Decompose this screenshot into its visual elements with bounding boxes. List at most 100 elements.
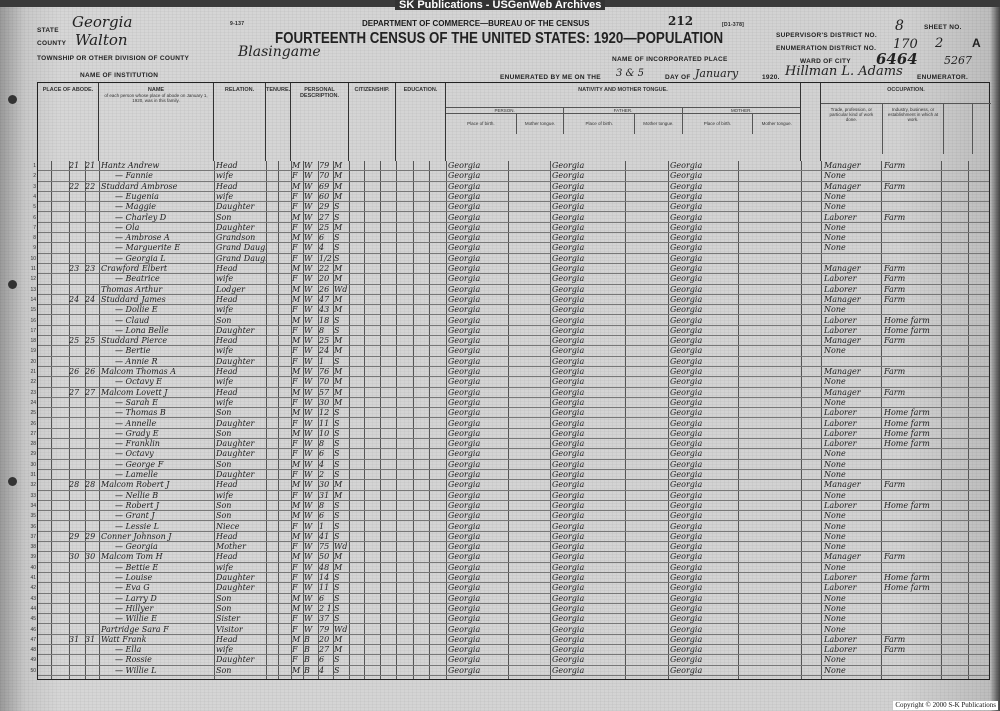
person-name: — Annelle xyxy=(115,418,157,428)
line-number: 19 xyxy=(30,348,36,355)
age: 57 xyxy=(319,387,330,397)
col-person-tongue: Mother tongue. xyxy=(517,114,565,134)
mother-birthplace: Georgia xyxy=(670,603,703,613)
race: W xyxy=(304,336,313,346)
line-number: 22 xyxy=(30,379,36,386)
mother-birthplace: Georgia xyxy=(670,171,703,181)
sheet-label: SHEET NO. xyxy=(924,24,962,31)
age: 8 xyxy=(319,325,325,335)
person-name: — Ola xyxy=(115,222,140,232)
mother-birthplace: Georgia xyxy=(670,573,703,582)
sex: F xyxy=(292,470,298,479)
table-row: 29 — Octavy Daughter F W 6 S Georgia Georgia Geor… xyxy=(30,449,989,460)
mother-birthplace: Georgia xyxy=(670,593,703,603)
father-birthplace: Georgia xyxy=(552,377,585,387)
relation: Daughter xyxy=(216,449,255,459)
occupation: None xyxy=(824,222,846,232)
table-row: 15 — Dollie E wife F W 43 M Georgia Georgia Georg… xyxy=(30,305,989,316)
table-row: 12 — Beatrice wife F W 20 M Georgia Georgia Georg… xyxy=(30,274,989,285)
age: 11 xyxy=(319,418,330,428)
occupation: None xyxy=(824,531,846,541)
birthplace: Georgia xyxy=(448,212,481,222)
relation: Daughter xyxy=(216,583,255,593)
person-name: Hantz Andrew xyxy=(101,161,160,170)
col-education: EDUCATION. xyxy=(396,83,446,161)
person-name: — Sarah E xyxy=(115,397,158,407)
industry: Home farm xyxy=(884,428,930,438)
father-birthplace: Georgia xyxy=(552,284,585,294)
race: W xyxy=(304,161,313,170)
marital-status: M xyxy=(334,264,343,273)
sex: M xyxy=(292,212,301,222)
col-industry: Industry, business, or establishment in … xyxy=(883,104,945,154)
enumerated-days: 3 & 5 xyxy=(616,68,644,79)
incorporated-label: NAME OF INCORPORATED PLACE xyxy=(612,56,728,63)
birthplace: Georgia xyxy=(448,305,481,315)
line-number: 46 xyxy=(30,626,36,633)
person-name: — Nellie B xyxy=(115,490,159,500)
occupation: Laborer xyxy=(824,583,857,593)
birthplace: Georgia xyxy=(448,367,481,376)
father-birthplace: Georgia xyxy=(552,583,585,593)
table-row: 6 — Charley D Son M W 27 S Georgia Georgia Georgi… xyxy=(33,212,989,223)
race: W xyxy=(304,542,313,552)
race: W xyxy=(304,480,313,490)
enumeration-label: ENUMERATION DISTRICT NO. xyxy=(776,45,877,52)
col-english xyxy=(801,83,821,161)
person-name: — Willie E xyxy=(115,614,157,624)
mother-birthplace: Georgia xyxy=(670,191,703,201)
occupation: None xyxy=(824,665,846,675)
sex: M xyxy=(292,161,301,170)
column-rule xyxy=(508,161,509,679)
table-row: 4 — Eugenia wife F W 60 M Georgia Georgia Georgia… xyxy=(33,191,989,203)
family-number: 31 xyxy=(85,634,96,644)
line-number: 26 xyxy=(30,420,36,427)
person-name: — Charley D xyxy=(115,212,167,222)
column-rule xyxy=(625,161,626,679)
relation: Head xyxy=(216,367,238,376)
sex: M xyxy=(292,336,301,346)
column-rule xyxy=(396,161,397,679)
person-name: — Grady E xyxy=(115,428,159,438)
race: W xyxy=(304,521,313,531)
line-number: 25 xyxy=(30,410,36,417)
occupation: None xyxy=(824,171,846,181)
mother-birthplace: Georgia xyxy=(670,428,703,438)
line-number: 35 xyxy=(30,513,36,520)
sex: M xyxy=(292,264,301,273)
marital-status: S xyxy=(334,614,340,624)
age: 29 xyxy=(319,202,330,212)
line-number: 18 xyxy=(30,338,36,345)
birthplace: Georgia xyxy=(448,274,481,284)
mother-birthplace: Georgia xyxy=(670,346,703,356)
age: 12 xyxy=(319,408,330,418)
mother-birthplace: Georgia xyxy=(670,294,703,304)
sex: F xyxy=(292,449,298,459)
birthplace: Georgia xyxy=(448,552,481,562)
relation: Son xyxy=(216,665,232,675)
age: 30 xyxy=(319,480,330,490)
person-name: Malcom Robert J xyxy=(101,480,170,490)
occupation: None xyxy=(824,470,846,479)
occupation: Manager xyxy=(824,161,861,170)
mother-birthplace: Georgia xyxy=(670,521,703,531)
sex: F xyxy=(292,346,298,356)
col-tenure: TENURE. xyxy=(266,83,291,161)
table-row: 38 — Georgia Mother F W 75 Wd Georgia Georgia Geo… xyxy=(30,542,989,553)
table-row: 48 — Ella wife F B 27 M Georgia Georgia Georgia La… xyxy=(30,645,989,656)
mother-birthplace: Georgia xyxy=(670,645,703,655)
person-name: — Willie L xyxy=(115,665,157,675)
department-heading: DEPARTMENT OF COMMERCE—BUREAU OF THE CEN… xyxy=(362,19,590,28)
birthplace: Georgia xyxy=(448,325,481,335)
sex: F xyxy=(292,243,298,253)
occupation: None xyxy=(824,191,846,201)
father-birthplace: Georgia xyxy=(552,439,585,449)
relation: Head xyxy=(216,480,238,490)
relation: Head xyxy=(216,264,238,273)
line-number: 16 xyxy=(30,317,36,324)
marital-status: M xyxy=(334,397,343,407)
punch-hole xyxy=(8,477,17,486)
sex: F xyxy=(292,191,298,201)
birthplace: Georgia xyxy=(448,511,481,521)
father-birthplace: Georgia xyxy=(552,171,585,181)
